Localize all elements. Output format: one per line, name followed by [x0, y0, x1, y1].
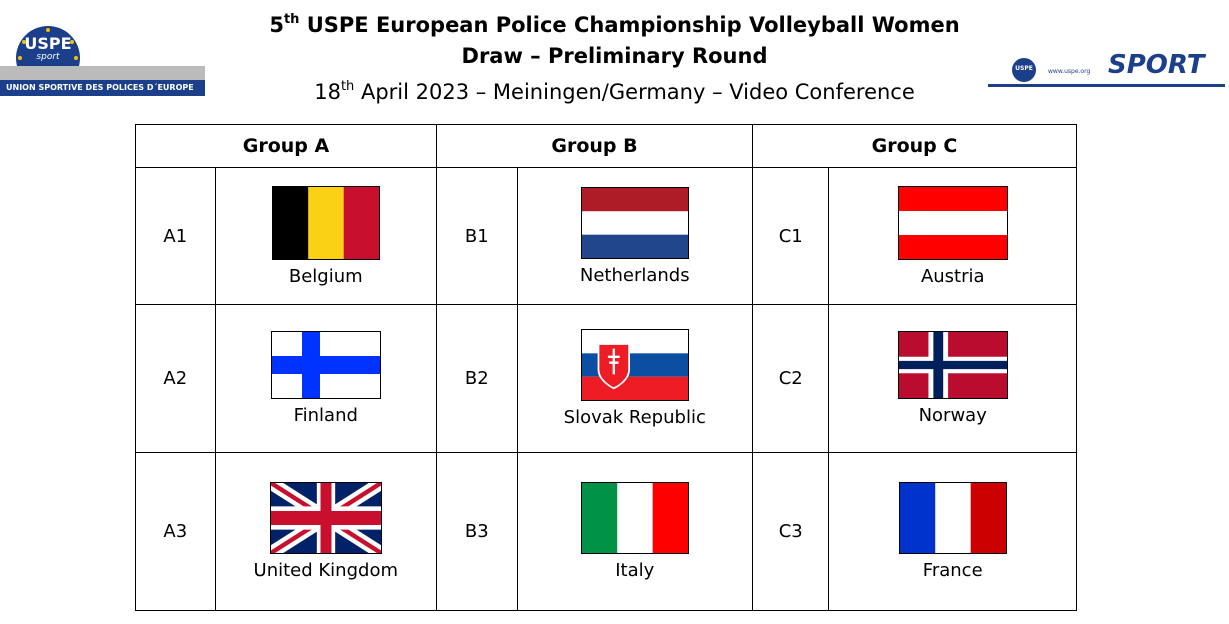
- flag-part: [607, 348, 620, 375]
- logo-right-name: USPE: [1015, 65, 1033, 72]
- flag-part: [988, 84, 1225, 87]
- flag-part: [581, 376, 688, 400]
- row: A1 Belgium B1 Netherlands C1 Austria: [135, 167, 1077, 305]
- seed: B1: [436, 167, 518, 305]
- team-cell: Slovak Republic: [516, 304, 753, 453]
- team-cell: Netherlands: [516, 167, 753, 305]
- flag-part: [46, 28, 50, 32]
- title: 5th USPE European Police Championship Vo…: [0, 12, 1229, 37]
- logo-caption: UNION SPORTIVE DES POLICES D´EUROPE: [6, 83, 194, 92]
- date-line: 18th April 2023 – Meiningen/Germany – Vi…: [0, 79, 1229, 104]
- team-cell: Austria: [828, 167, 1077, 305]
- title-sup: th: [283, 12, 300, 27]
- flag-part: [70, 40, 74, 44]
- flag: [898, 482, 1007, 554]
- logo-right: USPE www.uspe.org SPORT: [988, 50, 1225, 90]
- flag: [580, 329, 689, 401]
- flag: [270, 331, 381, 399]
- header-row: Group A Group B Group C: [135, 124, 1077, 168]
- country: Austria: [920, 265, 985, 287]
- seed: B2: [436, 304, 518, 453]
- flag-part: [18, 56, 22, 60]
- flag-part: [581, 483, 618, 553]
- country: France: [922, 560, 983, 581]
- flag: [580, 186, 689, 259]
- flag-part: [272, 186, 309, 259]
- flag-part: [308, 186, 344, 259]
- flag-part: [652, 483, 688, 553]
- flag-part: [970, 483, 1006, 553]
- logo-name: USPE: [24, 34, 72, 53]
- flag-part: [270, 483, 381, 553]
- draw-table: Group A Group B Group C A1 Belgium B1 Ne…: [135, 124, 1077, 611]
- flag-part: [581, 234, 688, 258]
- group-header: Group A: [135, 124, 437, 168]
- flag-part: [581, 210, 688, 235]
- title-number: 5: [269, 13, 284, 37]
- row: A3 United Kingdom B3 Italy C3 France: [135, 452, 1077, 611]
- seed: B3: [436, 452, 518, 611]
- flag-part: [74, 56, 78, 60]
- country: Finland: [293, 405, 358, 426]
- seed: C2: [751, 304, 830, 453]
- team-cell: Norway: [828, 304, 1077, 453]
- date-text: April 2023 – Meiningen/Germany – Video C…: [354, 80, 915, 104]
- subtitle: Draw – Preliminary Round: [461, 44, 768, 68]
- row: A2 Finland B2 Slovak Republic C2 Norway: [135, 304, 1077, 453]
- flag: [897, 185, 1008, 260]
- flag-part: [22, 40, 26, 44]
- seed: A1: [135, 167, 216, 305]
- flag: [897, 331, 1008, 399]
- group-header: Group B: [436, 124, 753, 168]
- flag-part: [271, 356, 380, 374]
- team-cell: Finland: [214, 304, 438, 453]
- seed: A3: [135, 452, 216, 611]
- country: Italy: [615, 560, 655, 581]
- group-header: Group C: [752, 124, 1077, 168]
- flag: [580, 482, 689, 554]
- flag: [271, 185, 380, 260]
- logo-tagline: sport: [36, 52, 60, 62]
- flag: [269, 482, 382, 554]
- flag-part: [899, 483, 936, 553]
- seed: C1: [751, 167, 830, 305]
- country: Belgium: [288, 265, 363, 287]
- flag-part: [343, 186, 379, 259]
- logo-left-graphic: [0, 26, 205, 96]
- date-number: 18: [314, 80, 341, 104]
- seed: C3: [751, 452, 830, 611]
- logo-url: www.uspe.org: [1048, 68, 1091, 75]
- flag-part: [0, 66, 205, 80]
- date-sup: th: [340, 79, 355, 94]
- team-cell: Italy: [516, 452, 753, 611]
- flag-part: [935, 483, 971, 553]
- logo-right-graphic: [988, 58, 1225, 87]
- team-cell: France: [828, 452, 1077, 611]
- logo-word: SPORT: [1108, 50, 1205, 80]
- flag-part: [898, 210, 1007, 235]
- team-cell: Belgium: [214, 167, 438, 305]
- country: Netherlands: [579, 264, 690, 286]
- country: United Kingdom: [253, 560, 398, 581]
- logo-left: USPE sport UNION SPORTIVE DES POLICES D´…: [0, 14, 205, 98]
- flag-part: [1012, 58, 1036, 82]
- flag-part: [617, 483, 653, 553]
- team-cell: United Kingdom: [214, 452, 438, 611]
- country: Norway: [918, 405, 987, 426]
- flag-part: [0, 80, 205, 96]
- flag-part: [898, 360, 1007, 370]
- title-text: USPE European Police Championship Volley…: [299, 13, 960, 37]
- flag-part: [581, 187, 688, 211]
- seed: A2: [135, 304, 216, 453]
- country: Slovak Republic: [563, 407, 706, 428]
